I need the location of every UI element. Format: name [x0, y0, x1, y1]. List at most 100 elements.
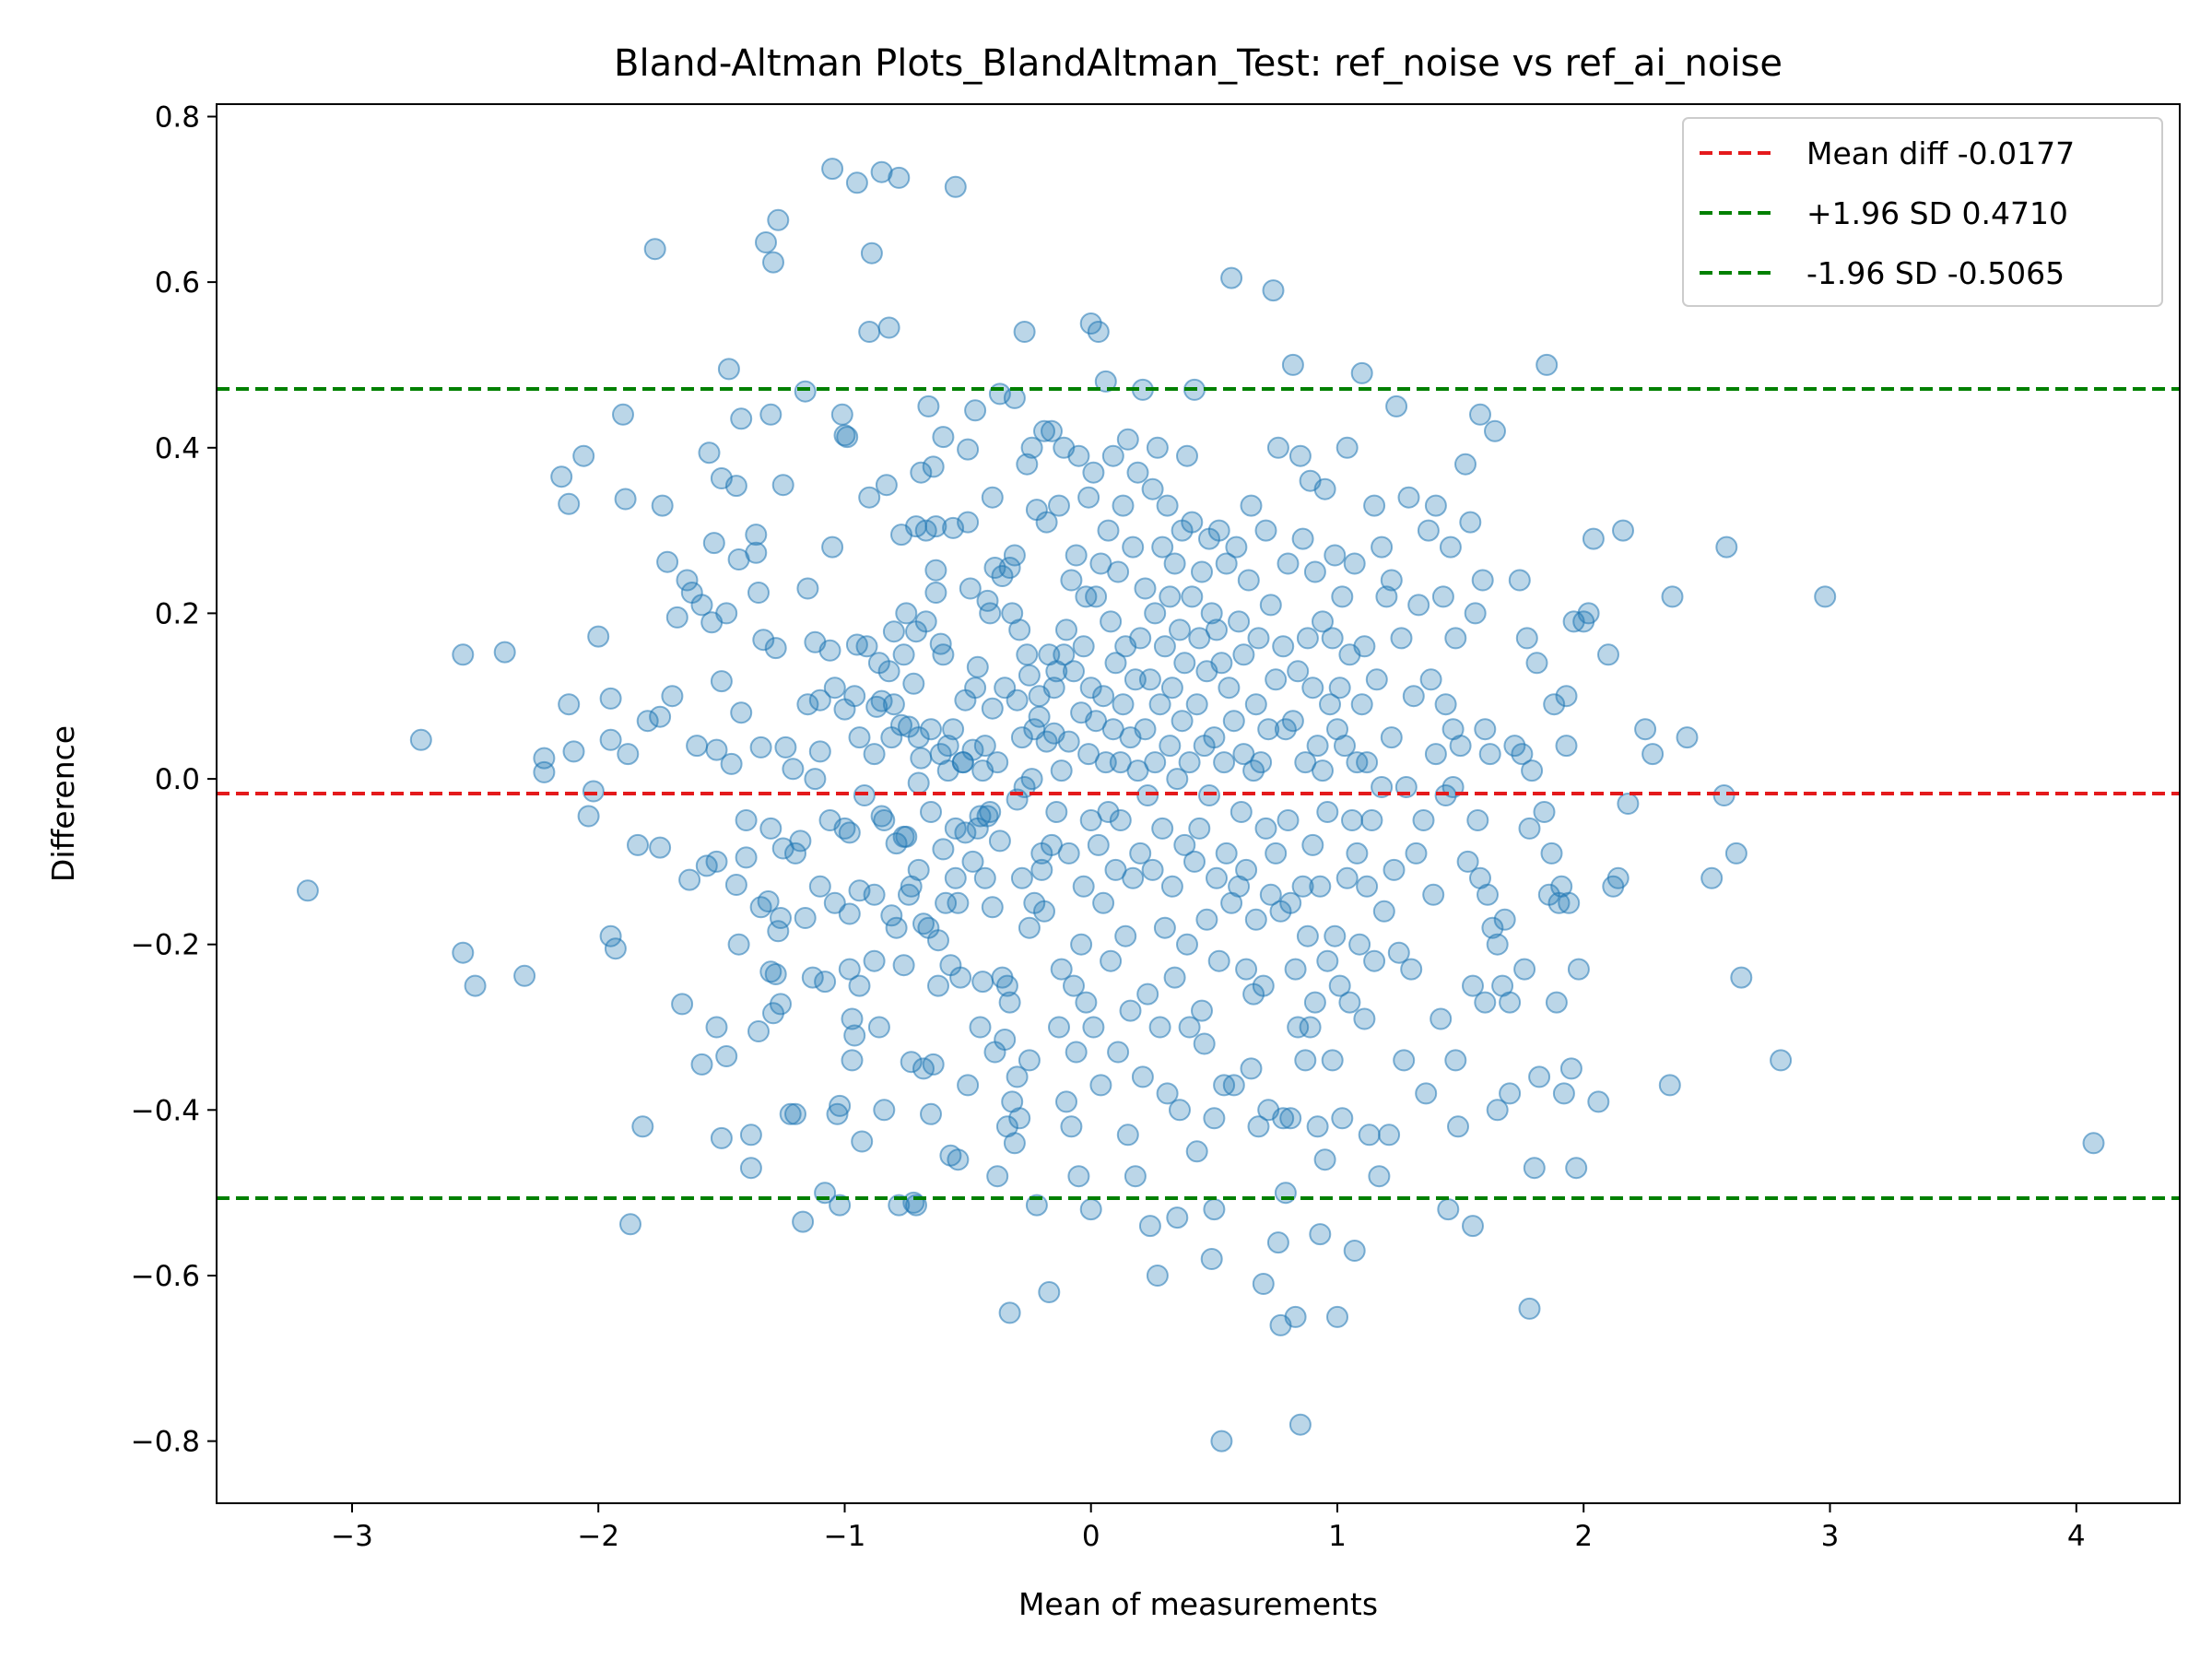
- data-point: [1244, 908, 1267, 931]
- data-point: [1499, 1082, 1522, 1105]
- data-point: [973, 866, 996, 889]
- data-point: [808, 740, 831, 763]
- data-point: [1730, 966, 1753, 989]
- data-point: [961, 850, 984, 873]
- data-point: [1545, 991, 1568, 1014]
- data-point: [1397, 486, 1420, 509]
- data-point: [1252, 1273, 1275, 1295]
- data-point: [855, 635, 878, 658]
- data-point: [617, 743, 640, 766]
- data-point: [927, 929, 949, 952]
- data-point: [1274, 718, 1297, 741]
- data-point: [1203, 1198, 1226, 1221]
- data-point: [900, 1051, 923, 1074]
- data-point: [1540, 841, 1563, 865]
- data-point: [1203, 1107, 1226, 1130]
- data-point: [848, 726, 871, 749]
- data-point: [1141, 477, 1164, 500]
- data-point: [920, 801, 942, 823]
- data-point: [998, 557, 1021, 579]
- data-point: [649, 836, 672, 859]
- data-point: [1523, 1157, 1546, 1180]
- data-point: [1335, 436, 1359, 459]
- data-point: [676, 569, 699, 592]
- data-point: [1393, 1049, 1416, 1072]
- data-point: [757, 890, 780, 912]
- data-point: [1724, 841, 1747, 865]
- data-point: [838, 821, 861, 844]
- data-point: [895, 602, 918, 625]
- data-point: [1075, 991, 1098, 1014]
- data-point: [986, 1165, 1009, 1188]
- data-point: [1173, 652, 1196, 675]
- data-point: [1306, 735, 1329, 758]
- data-point: [747, 1020, 770, 1042]
- data-point: [1478, 743, 1501, 766]
- data-point: [1210, 652, 1233, 675]
- data-point: [1262, 279, 1285, 302]
- data-point: [1232, 643, 1255, 666]
- data-point: [1265, 841, 1288, 865]
- data-point: [705, 850, 728, 873]
- data-point: [1030, 858, 1053, 881]
- data-point: [764, 637, 787, 660]
- data-point: [794, 380, 817, 403]
- data-point: [1094, 370, 1117, 393]
- data-point: [823, 891, 846, 914]
- data-point: [1053, 643, 1076, 666]
- data-point: [1141, 858, 1164, 881]
- data-point: [1471, 569, 1494, 592]
- data-point: [1365, 668, 1388, 691]
- data-point: [1116, 1124, 1139, 1147]
- data-point: [1215, 841, 1238, 865]
- data-point: [1565, 1157, 1588, 1180]
- data-point: [686, 735, 709, 758]
- data-point: [599, 924, 622, 947]
- x-tick-label: 0: [1082, 1520, 1100, 1553]
- data-point: [1356, 751, 1379, 774]
- x-tick-label: −3: [331, 1520, 373, 1553]
- data-point: [1503, 735, 1526, 758]
- data-point: [739, 1124, 762, 1147]
- data-point: [1048, 1016, 1070, 1039]
- data-point: [845, 171, 868, 194]
- data-point: [1281, 353, 1304, 376]
- data-point: [1151, 817, 1174, 840]
- data-point: [1380, 569, 1403, 592]
- data-point: [1107, 1041, 1130, 1064]
- data-point: [1343, 552, 1366, 575]
- data-point: [1220, 266, 1243, 289]
- data-point: [1104, 652, 1127, 675]
- data-point: [587, 625, 610, 648]
- data-point: [858, 486, 881, 509]
- data-point: [875, 474, 898, 497]
- data-point: [1153, 635, 1176, 658]
- data-point: [841, 1049, 864, 1072]
- data-point: [1016, 643, 1039, 666]
- data-point: [1207, 949, 1230, 972]
- data-point: [1380, 726, 1403, 749]
- data-point: [614, 488, 637, 511]
- data-point: [841, 1007, 864, 1030]
- data-point: [1417, 519, 1440, 542]
- y-tick-label: 0.0: [155, 763, 200, 796]
- data-point: [1148, 1016, 1171, 1039]
- data-point: [739, 1157, 762, 1180]
- data-point: [1770, 1049, 1793, 1072]
- data-point: [558, 492, 581, 515]
- data-point: [1316, 801, 1339, 823]
- data-point: [1206, 866, 1228, 889]
- data-point: [1191, 560, 1213, 583]
- data-point: [1252, 974, 1275, 997]
- data-point: [1055, 618, 1077, 641]
- data-point: [759, 403, 782, 426]
- data-point: [1296, 627, 1319, 650]
- data-point: [1634, 718, 1657, 741]
- data-point: [1185, 1140, 1208, 1163]
- data-point: [882, 693, 905, 716]
- data-point: [870, 160, 893, 183]
- data-point: [1129, 841, 1152, 865]
- y-tick-label: 0.4: [155, 432, 200, 465]
- data-point: [1567, 958, 1590, 981]
- plot-frame: [216, 103, 2181, 1504]
